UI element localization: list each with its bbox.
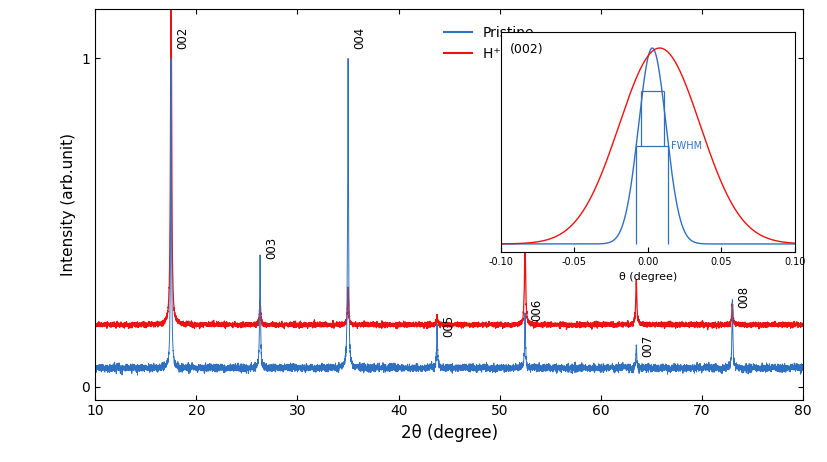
X-axis label: 2θ (degree): 2θ (degree) bbox=[400, 424, 497, 442]
Text: 004: 004 bbox=[352, 26, 366, 49]
Legend: Pristine, H⁺ irradiated: Pristine, H⁺ irradiated bbox=[438, 20, 578, 66]
Text: 006: 006 bbox=[529, 298, 543, 321]
Text: 007: 007 bbox=[641, 335, 653, 357]
Text: FWHM: FWHM bbox=[671, 141, 701, 151]
Text: 003: 003 bbox=[265, 237, 278, 259]
X-axis label: θ (degree): θ (degree) bbox=[618, 272, 676, 282]
Text: 008: 008 bbox=[737, 286, 749, 308]
Text: 005: 005 bbox=[442, 315, 455, 337]
Text: (002): (002) bbox=[509, 43, 543, 56]
Text: 002: 002 bbox=[176, 26, 189, 49]
Y-axis label: Intensity (arb.unit): Intensity (arb.unit) bbox=[61, 133, 76, 276]
